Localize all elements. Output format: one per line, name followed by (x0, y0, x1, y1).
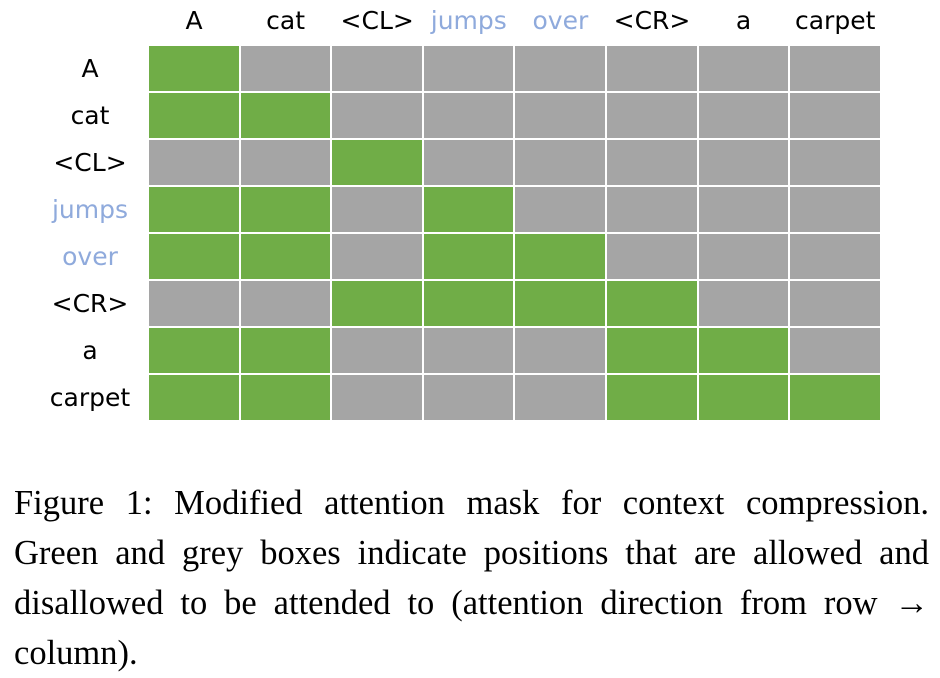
row-label: a (82, 336, 98, 365)
row-label: <CL> (53, 148, 127, 177)
mask-cell-allowed (331, 139, 423, 186)
mask-cell-disallowed (697, 186, 790, 233)
mask-cell-disallowed (697, 233, 790, 280)
mask-cell-allowed (148, 186, 240, 233)
mask-cell-disallowed (606, 186, 698, 233)
mask-cell-allowed (239, 92, 332, 139)
mask-cell-disallowed (789, 139, 881, 186)
mask-cell-allowed (239, 327, 332, 374)
mask-cell-disallowed (606, 233, 698, 280)
row-label: over (62, 242, 118, 271)
mask-cell-disallowed (148, 280, 240, 327)
column-label: <CR> (613, 6, 691, 35)
mask-cell-disallowed (514, 45, 606, 92)
column-label: <CL> (340, 6, 414, 35)
mask-cell-disallowed (422, 139, 515, 186)
mask-cell-allowed (697, 374, 790, 421)
mask-cell-disallowed (331, 92, 423, 139)
mask-cell-disallowed (514, 139, 606, 186)
row-label: carpet (49, 383, 131, 412)
mask-cell-allowed (239, 374, 332, 421)
mask-cell-allowed (148, 374, 240, 421)
figure-caption: Figure 1: Modified attention mask for co… (14, 484, 929, 672)
mask-cell-disallowed (697, 139, 790, 186)
mask-cell-disallowed (331, 186, 423, 233)
mask-cell-disallowed (697, 280, 790, 327)
mask-cell-disallowed (514, 186, 606, 233)
mask-cell-allowed (422, 233, 515, 280)
row-label: jumps (51, 195, 129, 224)
mask-cell-disallowed (789, 327, 881, 374)
mask-cell-disallowed (239, 139, 332, 186)
column-label: carpet (794, 6, 876, 35)
column-label: over (532, 6, 589, 35)
mask-cell-disallowed (422, 374, 515, 421)
mask-cell-disallowed (606, 92, 698, 139)
mask-cell-allowed (606, 327, 698, 374)
mask-cell-disallowed (422, 92, 515, 139)
mask-cell-disallowed (422, 327, 515, 374)
mask-cell-allowed (148, 327, 240, 374)
mask-cell-disallowed (697, 92, 790, 139)
mask-cell-disallowed (239, 280, 332, 327)
mask-cell-allowed (148, 233, 240, 280)
mask-cell-allowed (697, 327, 790, 374)
column-label: jumps (430, 6, 507, 35)
mask-cell-disallowed (789, 233, 881, 280)
mask-cell-disallowed (606, 139, 698, 186)
column-label: a (735, 6, 752, 35)
mask-cell-disallowed (514, 327, 606, 374)
mask-cell-allowed (606, 280, 698, 327)
mask-cell-disallowed (148, 139, 240, 186)
mask-cell-allowed (148, 92, 240, 139)
mask-cell-allowed (606, 374, 698, 421)
mask-cell-disallowed (789, 186, 881, 233)
row-label: <CR> (51, 289, 129, 318)
mask-cell-disallowed (239, 45, 332, 92)
mask-cell-disallowed (331, 327, 423, 374)
column-label: cat (266, 6, 306, 35)
mask-cell-allowed (789, 374, 881, 421)
mask-cell-disallowed (789, 45, 881, 92)
column-label: A (185, 6, 203, 35)
mask-cell-allowed (148, 45, 240, 92)
mask-cell-allowed (514, 233, 606, 280)
row-label: cat (70, 101, 110, 130)
mask-cell-disallowed (331, 374, 423, 421)
mask-cell-allowed (514, 280, 606, 327)
mask-cell-allowed (331, 280, 423, 327)
mask-cell-disallowed (789, 280, 881, 327)
mask-cell-disallowed (697, 45, 790, 92)
mask-cell-allowed (239, 233, 332, 280)
mask-cell-disallowed (422, 45, 515, 92)
mask-cell-disallowed (514, 92, 606, 139)
mask-cell-disallowed (789, 92, 881, 139)
mask-cell-disallowed (514, 374, 606, 421)
mask-cell-allowed (422, 280, 515, 327)
mask-cell-allowed (239, 186, 332, 233)
mask-cell-allowed (422, 186, 515, 233)
row-label: A (81, 54, 99, 83)
mask-cell-disallowed (606, 45, 698, 92)
mask-cell-disallowed (331, 233, 423, 280)
mask-cell-disallowed (331, 45, 423, 92)
